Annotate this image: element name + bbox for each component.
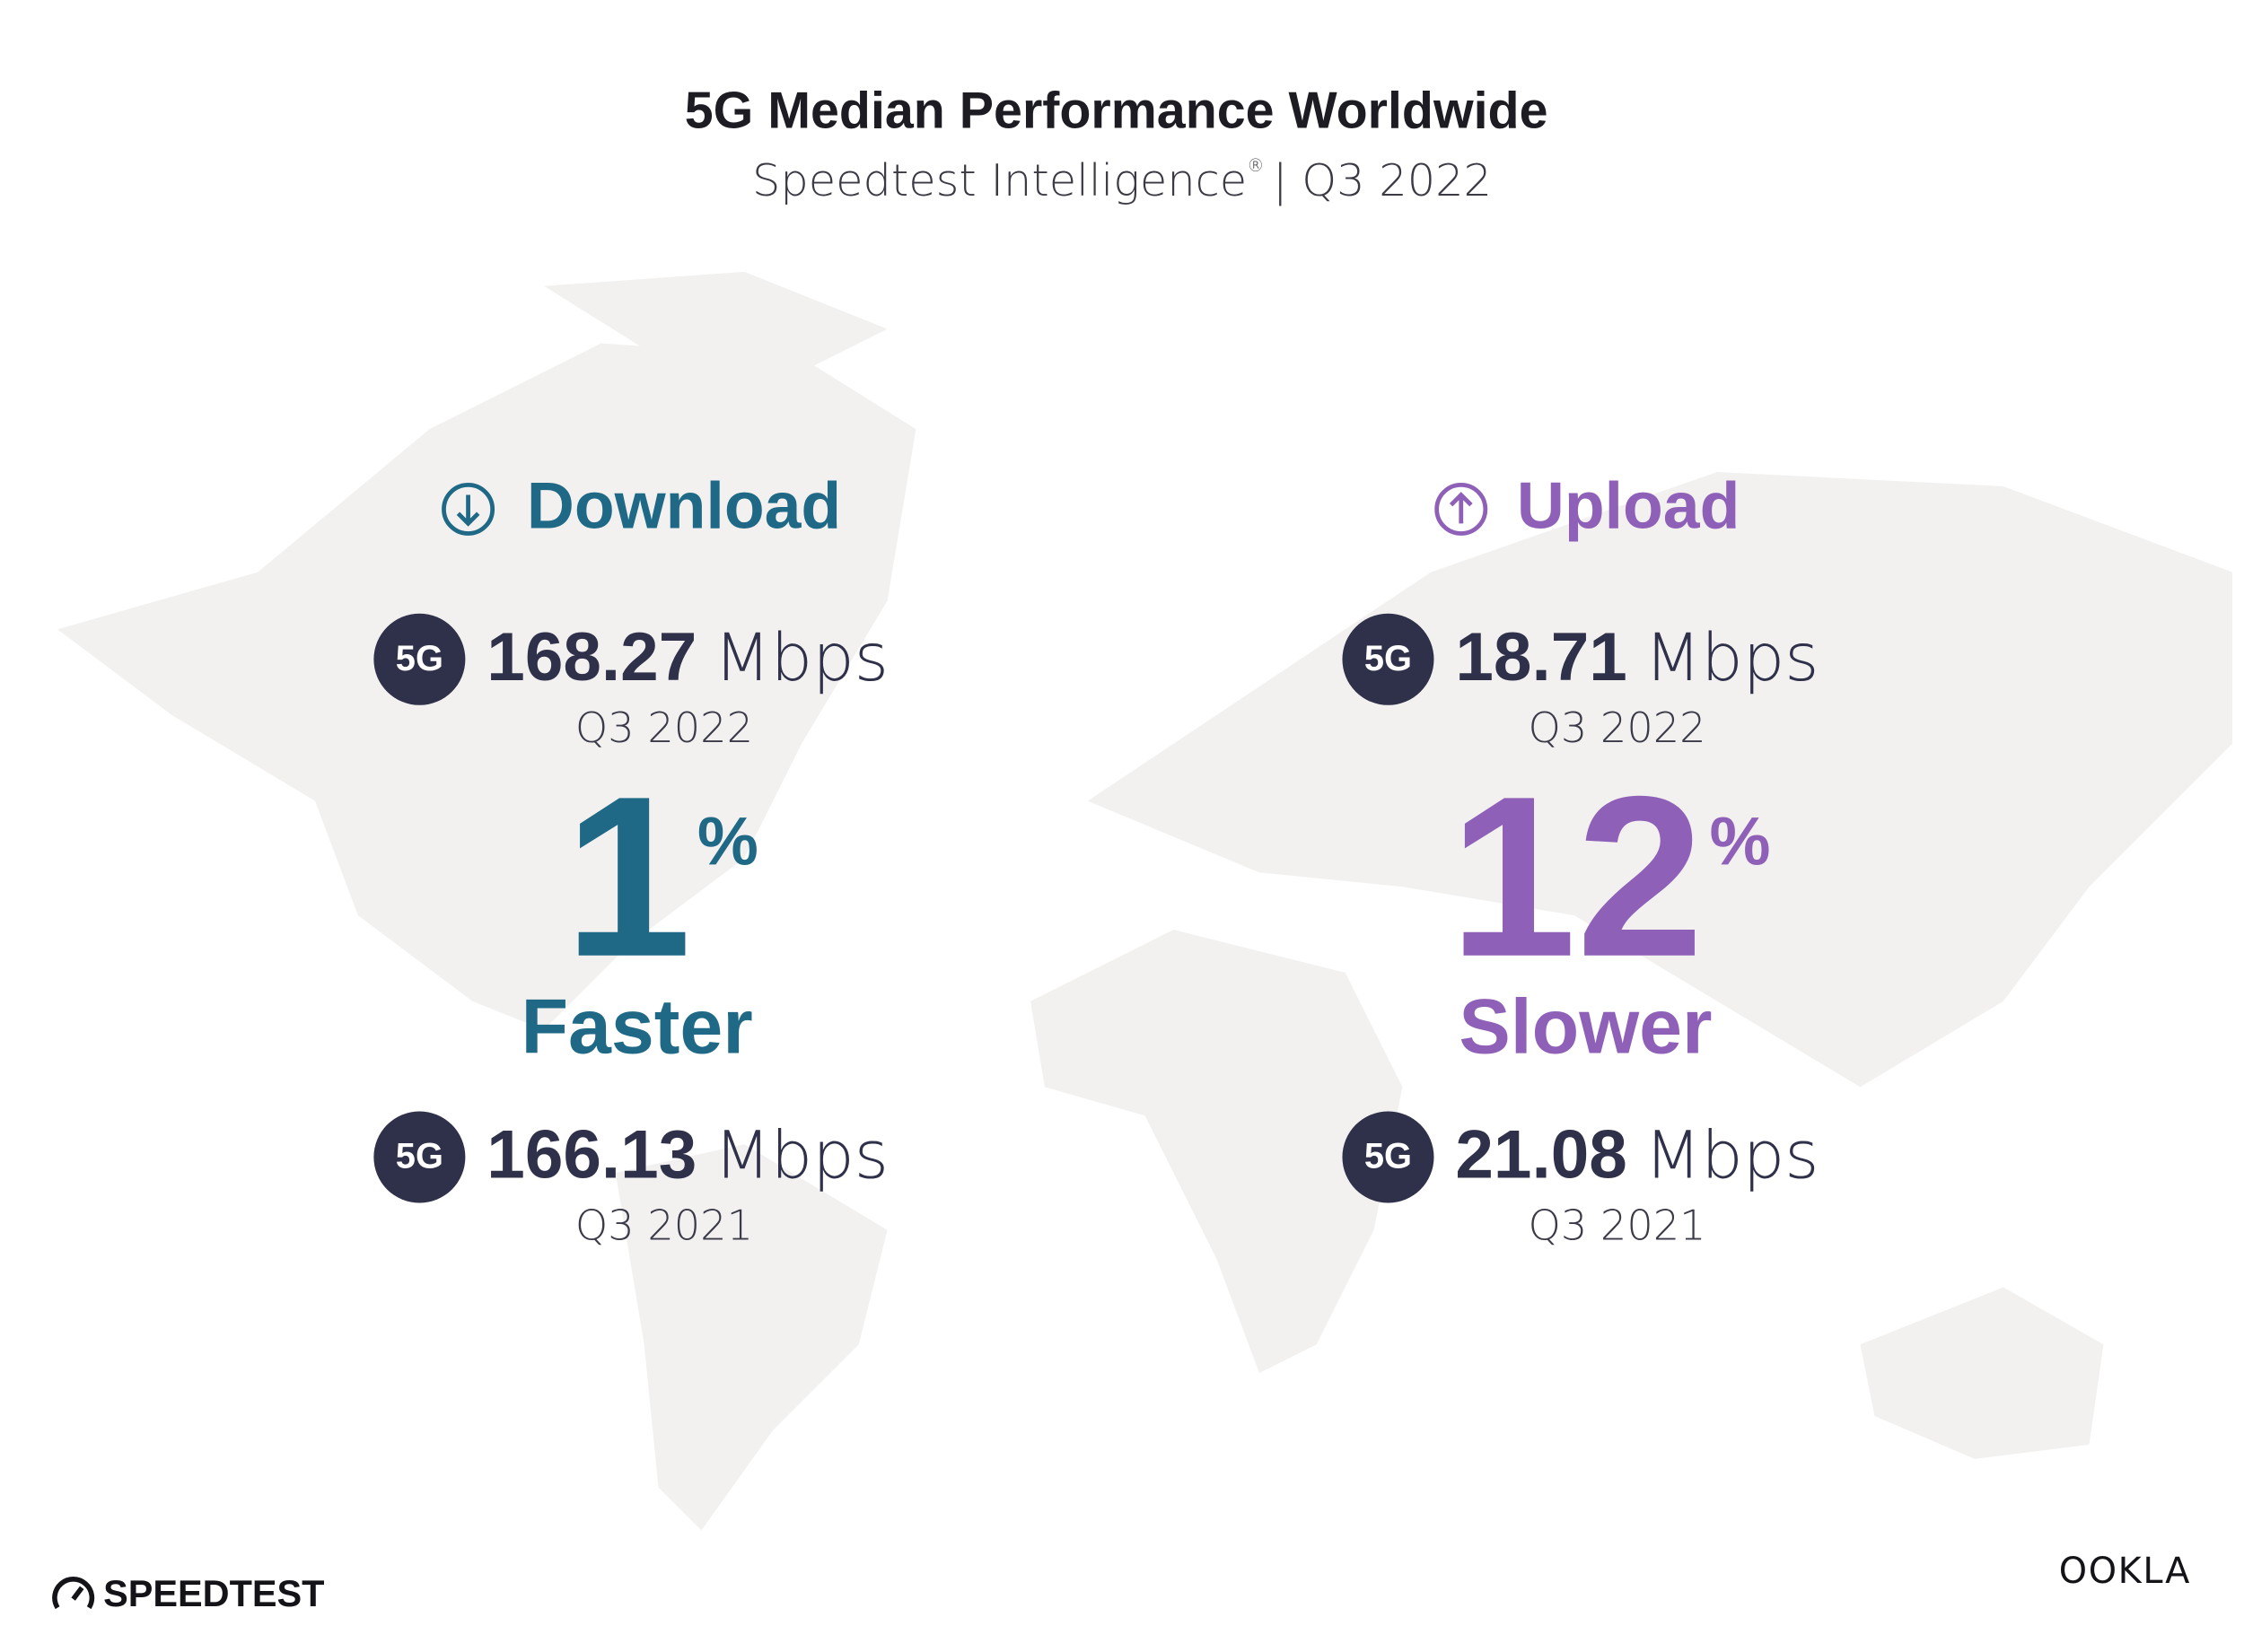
panel-heading: Download xyxy=(527,468,841,542)
speed-value: 168.27 xyxy=(486,619,697,695)
badge xyxy=(1342,1111,1434,1203)
speed: 21.08 Mbps xyxy=(1455,1117,1819,1194)
change-label: Faster xyxy=(521,984,752,1071)
speedtest-logo: SPEEDTEST xyxy=(52,1572,325,1614)
speed: 166.13 Mbps xyxy=(486,1117,889,1194)
world-map xyxy=(57,271,2232,1531)
speed-unit: Mbps xyxy=(1644,1118,1819,1194)
speed-unit: Mbps xyxy=(1644,620,1819,696)
direction-arrow xyxy=(456,494,480,527)
speed-period: Q3 2022 xyxy=(575,704,753,752)
change-unit: % xyxy=(697,804,758,880)
badge xyxy=(1342,613,1434,705)
direction-arrow xyxy=(1449,492,1473,524)
change-unit: % xyxy=(1710,804,1771,880)
subtitle: Speedtest Intelligence® | Q3 2022 xyxy=(752,154,1492,206)
ookla-wordmark: OOKLA xyxy=(2059,1551,2191,1592)
change: 12% xyxy=(1450,749,1771,1005)
speed-period: Q3 2021 xyxy=(1528,1202,1705,1250)
speed-value: 18.71 xyxy=(1455,619,1626,695)
speed-period: Q3 2021 xyxy=(575,1202,753,1250)
speedtest-wordmark: SPEEDTEST xyxy=(103,1572,324,1614)
speed-value: 166.13 xyxy=(486,1117,697,1193)
speed-unit: Mbps xyxy=(714,1118,889,1194)
badge-label: 5G xyxy=(1364,639,1412,678)
change: 1% xyxy=(565,749,758,1005)
badge xyxy=(373,613,466,705)
change-value: 12 xyxy=(1450,749,1705,1005)
period: | Q3 2022 xyxy=(1273,154,1492,206)
subtitle-text: Speedtest Intelligence xyxy=(752,154,1247,206)
badge-label: 5G xyxy=(396,639,443,678)
badge-label: 5G xyxy=(1364,1137,1412,1176)
speed-unit: Mbps xyxy=(714,620,889,696)
speed: 168.27 Mbps xyxy=(486,619,889,696)
direction-icon xyxy=(1434,482,1488,536)
speed-value: 21.08 xyxy=(1455,1117,1626,1193)
badge-label: 5G xyxy=(396,1137,443,1176)
speed: 18.71 Mbps xyxy=(1455,619,1819,696)
speed-period: Q3 2022 xyxy=(1528,704,1705,752)
direction-icon xyxy=(442,482,495,536)
trademark: ® xyxy=(1247,154,1264,175)
title: 5G Median Performance Worldwide xyxy=(685,83,1548,140)
change-label: Slower xyxy=(1459,984,1712,1071)
badge xyxy=(373,1111,466,1203)
change-value: 1 xyxy=(565,749,692,1005)
panel-heading: Upload xyxy=(1517,468,1740,542)
